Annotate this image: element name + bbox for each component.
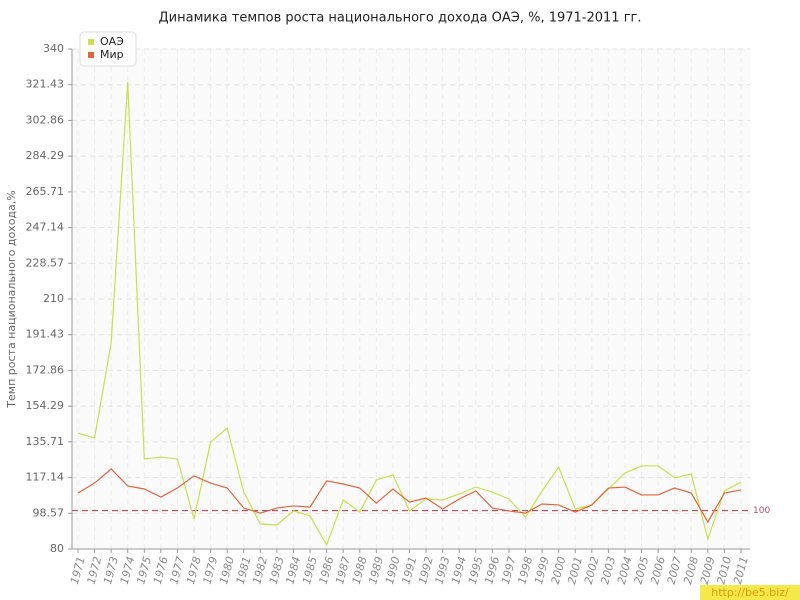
y-tick-label: 172.86 (26, 363, 65, 376)
legend-swatch (88, 39, 94, 45)
x-tick-label: 2011 (731, 555, 751, 585)
y-tick-label: 117.14 (26, 471, 65, 484)
watermark-bg (700, 585, 800, 600)
y-tick-label: 340 (43, 42, 64, 55)
y-tick-label: 210 (43, 292, 64, 305)
y-tick-label: 247.14 (26, 221, 65, 234)
legend-label: ОАЭ (100, 35, 124, 48)
y-axis-title: Темп роста национального дохода,% (5, 190, 18, 408)
series-line (77, 468, 742, 524)
y-tick-label: 135.71 (26, 435, 65, 448)
y-tick-label: 302.86 (26, 113, 65, 126)
grid (72, 48, 750, 550)
series-line (77, 82, 742, 547)
y-tick-label: 191.43 (26, 328, 65, 341)
y-tick-label: 80 (50, 542, 64, 555)
y-tick-label: 321.43 (26, 78, 65, 91)
reference-label: 100 (753, 506, 770, 516)
y-tick-label: 284.29 (26, 149, 65, 162)
y-tick-label: 228.57 (26, 256, 65, 269)
y-tick-label: 265.71 (26, 185, 65, 198)
legend-label: Мир (100, 48, 124, 61)
plot (72, 82, 750, 547)
legend-swatch (88, 52, 94, 58)
y-tick-label: 98.57 (33, 506, 65, 519)
y-tick-label: 154.29 (26, 399, 65, 412)
watermark: http://be5.biz/ (711, 586, 789, 599)
chart-title: Динамика темпов роста национального дохо… (159, 11, 642, 26)
